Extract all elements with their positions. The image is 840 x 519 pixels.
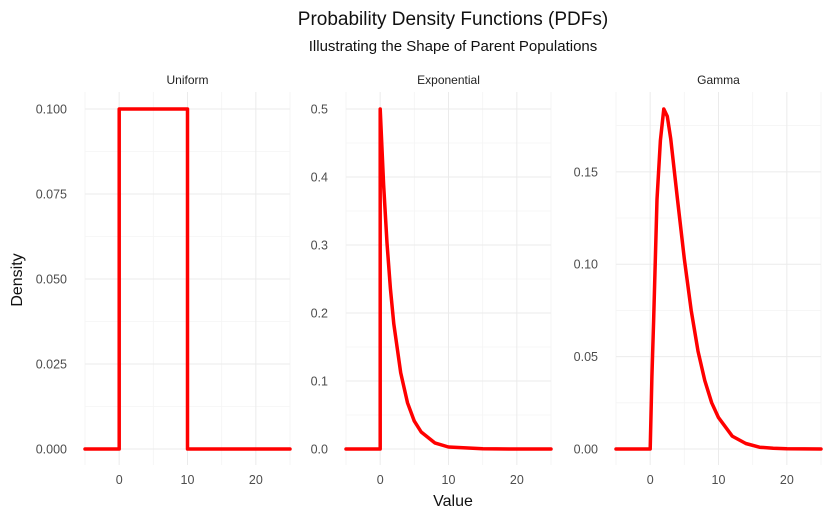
pdf-curve-uniform [83,107,292,451]
y-tick-label: 0.025 [36,358,67,372]
y-tick-label: 0.4 [311,171,328,185]
x-tick-label: 0 [377,473,384,487]
x-tick-label: 20 [780,473,794,487]
y-tick-label: 0.0 [311,443,328,457]
y-axis-title: Density [9,253,26,306]
y-tick-label: 0.5 [311,103,328,117]
chart-subtitle: Illustrating the Shape of Parent Populat… [309,38,598,55]
y-tick-label: 0.000 [36,443,67,457]
y-tick-label: 0.2 [311,307,328,321]
facet-gamma: Gamma 0.00 0.05 0.10 0.15 0 10 20 [574,73,823,487]
x-tick-label: 10 [442,473,456,487]
x-axis-title: Value [433,493,473,510]
y-tick-label: 0.00 [574,443,598,457]
x-tick-label: 0 [647,473,654,487]
facet-uniform: Uniform 0.000 0.025 0.050 0.075 0.100 0 10 20 [36,73,292,487]
facet-exponential: Exponential 0.0 0.1 0.2 0.3 0.4 0.5 0 10 20 [311,73,553,487]
pdf-curve-exponential [344,107,553,451]
y-tick-label: 0.1 [311,375,328,389]
facet-label: Gamma [697,73,740,87]
chart-title: Probability Density Functions (PDFs) [298,9,608,30]
y-tick-label: 0.3 [311,239,328,253]
y-tick-label: 0.075 [36,188,67,202]
facet-label: Exponential [417,73,480,87]
pdf-curve-gamma [614,107,823,451]
x-tick-label: 10 [712,473,726,487]
y-tick-label: 0.05 [574,350,598,364]
x-tick-label: 10 [181,473,195,487]
facet-label: Uniform [166,73,208,87]
y-tick-label: 0.100 [36,103,67,117]
x-tick-label: 0 [116,473,123,487]
y-tick-label: 0.10 [574,258,598,272]
x-tick-label: 20 [249,473,263,487]
x-tick-label: 20 [510,473,524,487]
y-tick-label: 0.050 [36,273,67,287]
y-tick-label: 0.15 [574,165,598,179]
